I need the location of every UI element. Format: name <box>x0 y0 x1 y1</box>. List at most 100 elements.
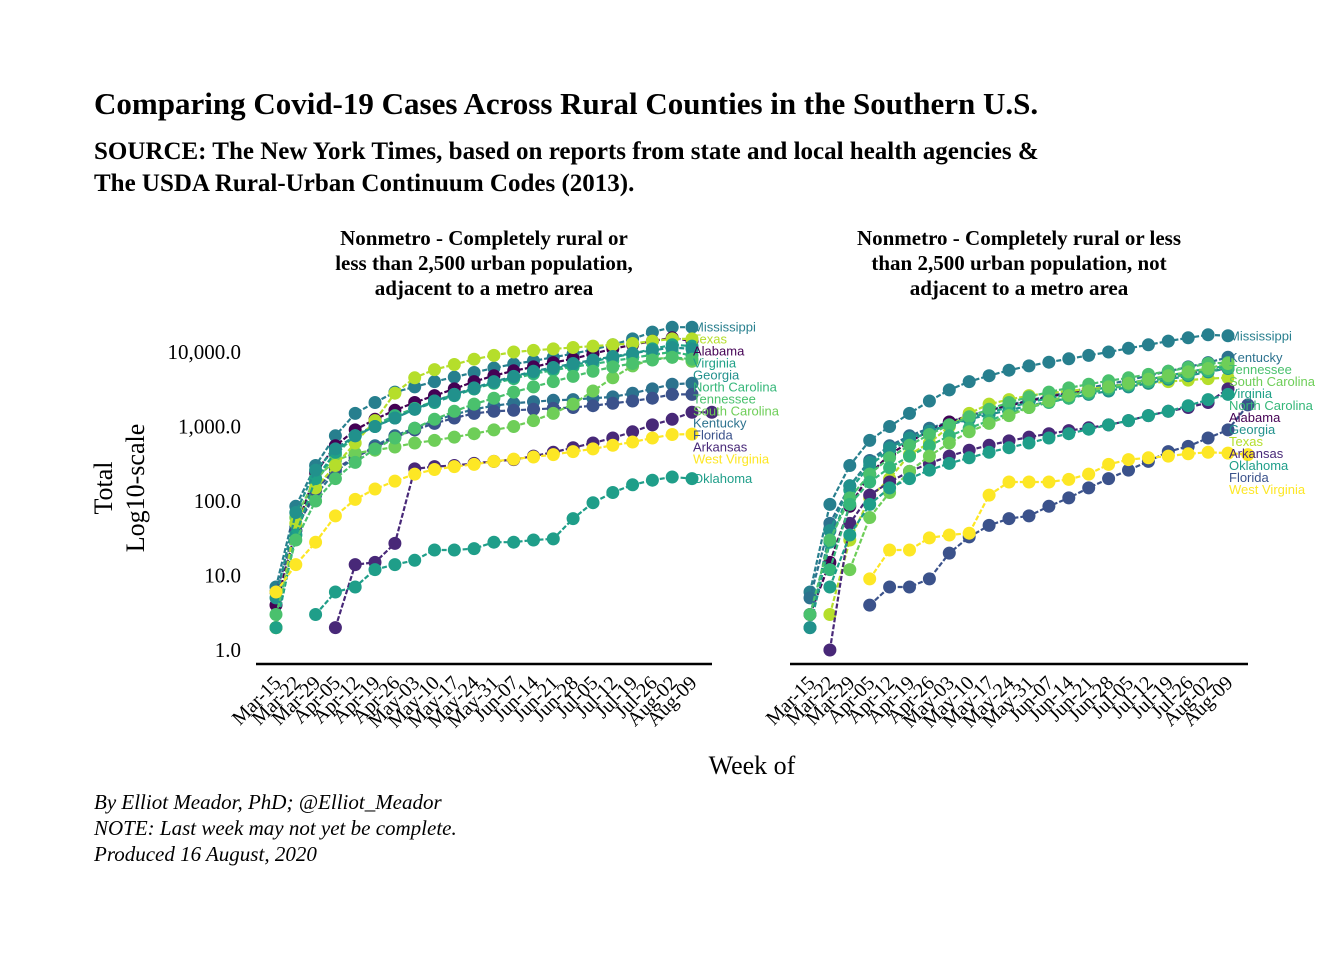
data-point <box>467 397 481 411</box>
data-point <box>922 531 936 545</box>
data-point <box>546 342 560 356</box>
y-tick-label: 1,000.0 <box>178 415 241 439</box>
series-end-label: Arkansas <box>1229 446 1284 461</box>
data-point <box>685 376 699 390</box>
data-point <box>388 440 402 454</box>
data-point <box>1201 362 1215 375</box>
data-point <box>309 535 323 549</box>
series-group <box>843 357 1235 577</box>
data-point <box>1122 463 1135 477</box>
data-point <box>1201 431 1215 445</box>
series-end-label: Mississippi <box>1229 328 1292 343</box>
data-point <box>606 486 620 499</box>
x-axis-label: Week of <box>709 751 796 780</box>
data-point <box>863 511 877 524</box>
data-point <box>962 375 976 389</box>
data-point <box>942 546 956 560</box>
data-point <box>1201 328 1215 342</box>
data-point <box>942 528 956 542</box>
data-point <box>1161 404 1175 418</box>
series-end-label: Tennessee <box>693 392 756 407</box>
series-line <box>808 367 1229 628</box>
data-point <box>626 357 640 370</box>
data-point <box>645 473 659 487</box>
series-end-label: South Carolina <box>1229 374 1316 389</box>
data-point <box>903 406 916 420</box>
data-point <box>606 438 620 452</box>
data-point <box>527 380 540 394</box>
data-point <box>823 608 837 621</box>
data-point <box>883 543 897 557</box>
data-point <box>586 496 600 510</box>
data-point <box>348 406 362 420</box>
data-point <box>1122 453 1135 467</box>
data-point <box>1042 431 1056 445</box>
data-point <box>665 350 679 364</box>
data-point <box>328 509 342 523</box>
data-point <box>803 591 817 605</box>
data-point <box>606 371 620 385</box>
data-point <box>1002 475 1016 489</box>
data-point <box>665 377 679 391</box>
series-end-label: West Virginia <box>693 452 770 467</box>
data-point <box>1221 329 1235 343</box>
data-point <box>1141 409 1155 423</box>
data-point <box>289 506 303 519</box>
data-point <box>348 455 362 469</box>
data-point <box>328 442 342 456</box>
data-point <box>903 580 916 594</box>
data-point <box>1042 499 1056 513</box>
series-end-label: Alabama <box>693 344 745 359</box>
caption-line: By Elliot Meador, PhD; @Elliot_Meador <box>94 790 442 814</box>
data-point <box>626 394 640 408</box>
data-point <box>1161 334 1175 348</box>
data-point <box>368 396 382 409</box>
data-point <box>982 518 996 532</box>
data-point <box>1002 363 1016 377</box>
data-point <box>408 467 422 481</box>
data-point <box>328 621 342 635</box>
data-point <box>883 580 897 594</box>
data-point <box>428 543 441 557</box>
data-point <box>447 460 461 474</box>
data-point <box>626 337 640 350</box>
series-group <box>269 387 699 599</box>
series-line <box>274 356 693 628</box>
series-end-label: West Virginia <box>1229 482 1306 497</box>
chart-title: Comparing Covid-19 Cases Across Rural Co… <box>94 86 1039 121</box>
data-point <box>586 339 600 353</box>
data-point <box>922 572 936 586</box>
data-point <box>388 536 402 550</box>
data-point <box>685 387 699 401</box>
data-point <box>348 446 362 460</box>
data-point <box>843 528 857 542</box>
data-point <box>309 608 323 621</box>
data-point <box>368 442 382 456</box>
panel-title: less than 2,500 urban population, <box>335 251 633 275</box>
series-end-label: Kentucky <box>1229 350 1283 365</box>
data-point <box>1201 445 1215 459</box>
data-point <box>1062 389 1076 403</box>
series-line <box>808 333 1229 593</box>
data-point <box>1022 509 1036 523</box>
data-point <box>428 375 441 389</box>
data-point <box>269 608 283 621</box>
data-point <box>1082 384 1096 398</box>
data-point <box>962 410 976 424</box>
data-point <box>665 470 679 484</box>
data-point <box>645 382 659 396</box>
data-point <box>408 553 422 567</box>
panel-title: than 2,500 urban population, not <box>871 251 1166 275</box>
data-point <box>586 364 600 378</box>
data-point <box>566 341 580 354</box>
data-point <box>1141 451 1155 465</box>
data-point <box>645 325 659 339</box>
data-point <box>606 350 620 363</box>
data-point <box>685 352 699 366</box>
data-point <box>428 363 441 377</box>
data-point <box>843 459 857 472</box>
series-line <box>275 433 693 593</box>
data-point <box>685 472 699 486</box>
data-point <box>348 492 362 506</box>
data-point <box>507 385 521 399</box>
